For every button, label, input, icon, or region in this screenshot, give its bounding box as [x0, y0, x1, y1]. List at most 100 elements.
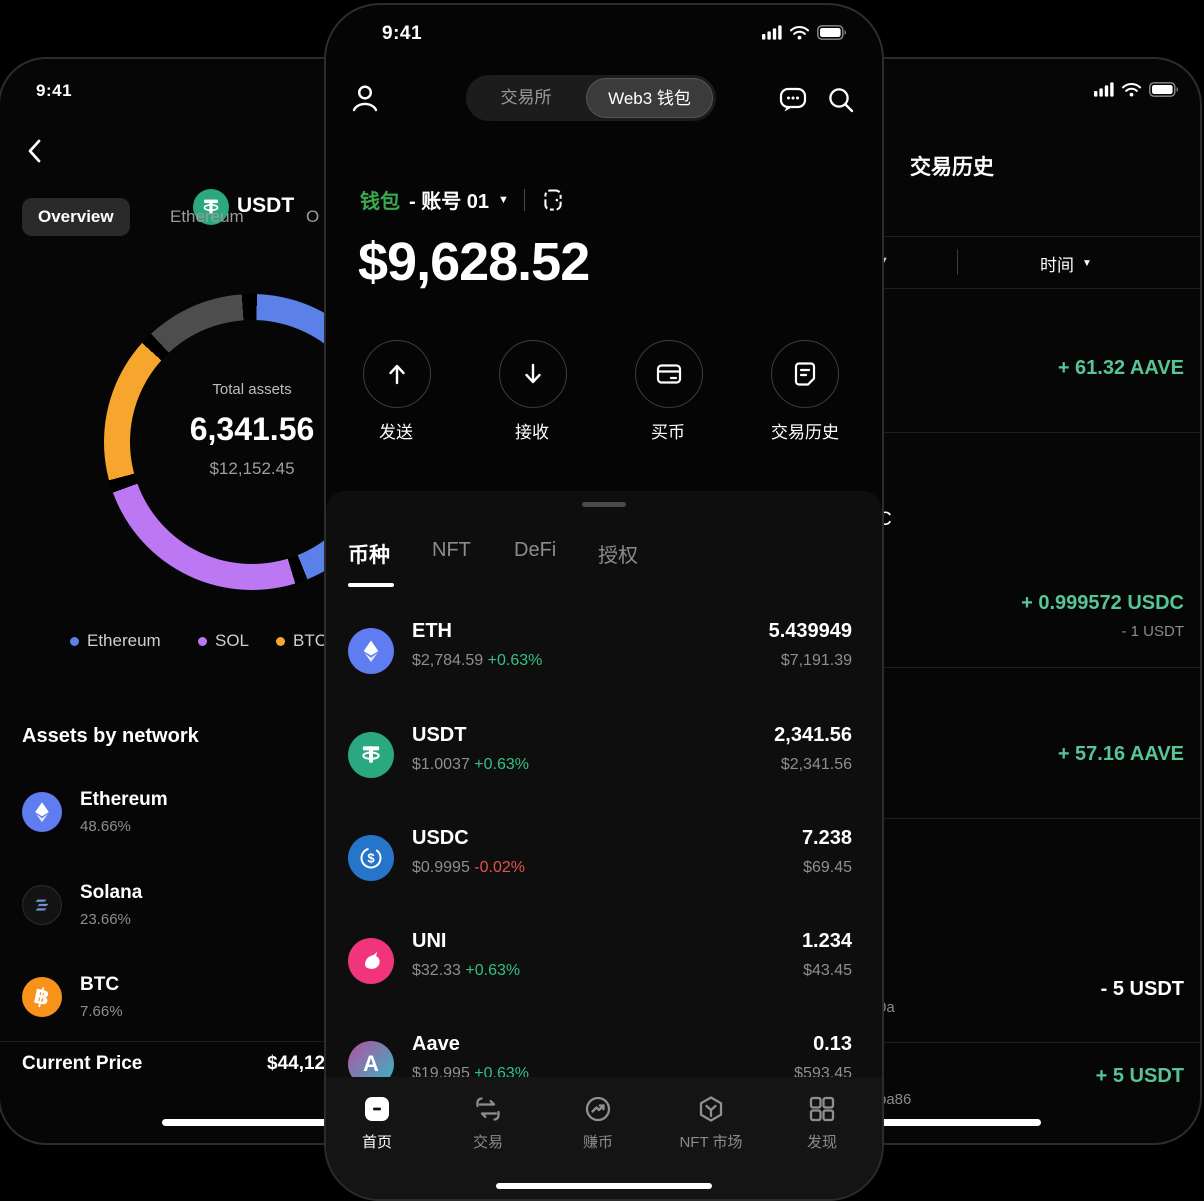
tab-truncated[interactable]: O — [306, 207, 320, 226]
sort-label: 时间 — [1040, 256, 1074, 275]
tx-address-fragment: ba86 — [878, 1091, 912, 1108]
token-change: +0.63% — [487, 652, 543, 669]
signal-icon — [762, 25, 782, 40]
network-row-solana[interactable]: Solana 23.66% — [22, 873, 562, 937]
filter-divider — [957, 249, 958, 275]
network-row-ethereum[interactable]: Ethereum 48.66% — [22, 780, 562, 844]
action-receive[interactable]: 接收 — [499, 340, 567, 443]
action-history[interactable]: 交易历史 — [771, 340, 839, 443]
network-pct: 7.66% — [80, 1003, 123, 1020]
tab-nft[interactable]: NFT — [432, 539, 471, 561]
segment-web3-wallet[interactable]: Web3 钱包 — [586, 78, 713, 118]
legend-item-sol: SOL — [198, 631, 249, 651]
token-price: $1.0037 — [412, 756, 470, 773]
nav-trade[interactable]: 交易 — [443, 1095, 533, 1152]
token-value: $43.45 — [803, 962, 852, 979]
token-row-usdc[interactable]: $ USDC $0.9995 -0.02% 7.238 $69.45 — [326, 825, 882, 893]
tab-coins[interactable]: 币种 — [348, 544, 390, 567]
person-icon — [352, 85, 378, 112]
divider — [523, 188, 525, 211]
caret-down-icon: ▼ — [498, 193, 509, 206]
back-button[interactable] — [26, 137, 44, 165]
tx-amount: - 5 USDT — [1100, 978, 1184, 1000]
battery-icon — [1149, 82, 1178, 97]
nav-nft-market[interactable]: NFT 市场 — [666, 1095, 756, 1152]
token-symbol: Aave — [412, 1033, 460, 1055]
segment-exchange[interactable]: 交易所 — [500, 88, 552, 107]
current-price-label: Current Price — [22, 1053, 143, 1074]
discover-icon — [809, 1096, 835, 1122]
wifi-icon — [1121, 83, 1142, 97]
token-symbol: USDT — [412, 724, 467, 746]
signal-icon — [1094, 82, 1114, 97]
divider — [642, 432, 1200, 433]
action-label: 交易历史 — [771, 423, 839, 442]
profile-button[interactable] — [350, 83, 380, 115]
network-name: Ethereum — [80, 789, 168, 810]
token-price: $0.9995 — [412, 859, 470, 876]
scan-icon[interactable] — [540, 187, 566, 213]
section-title: Assets by network — [22, 725, 199, 747]
nav-label: 交易 — [472, 1134, 503, 1151]
token-value: $69.45 — [803, 859, 852, 876]
token-price: $32.33 — [412, 962, 461, 979]
account-label: - 账号 01 — [409, 191, 490, 213]
tab-approvals[interactable]: 授权 — [598, 545, 638, 567]
token-value: $2,341.56 — [780, 756, 852, 773]
home-icon — [365, 1097, 389, 1121]
token-amount: 7.238 — [801, 827, 852, 849]
back-icon — [28, 139, 41, 163]
btc-icon: ฿ — [22, 977, 62, 1017]
divider — [642, 236, 1200, 237]
tab-defi[interactable]: DeFi — [514, 539, 557, 561]
tab-ethereum[interactable]: Ethereum — [170, 207, 244, 226]
send-arrow-icon — [389, 364, 405, 385]
network-row-btc[interactable]: ฿ BTC 7.66% — [22, 965, 562, 1029]
home-indicator[interactable] — [801, 1119, 1041, 1126]
nav-label: 赚币 — [582, 1134, 613, 1151]
legend-dot-btc — [276, 636, 285, 646]
nav-earn[interactable]: 赚币 — [553, 1095, 643, 1152]
legend-item-btc: BTC — [276, 631, 327, 651]
home-indicator[interactable] — [162, 1119, 402, 1126]
active-tab-underline — [348, 583, 394, 587]
search-icon — [829, 88, 854, 113]
sort-time-control[interactable]: 时间 ▼ — [1040, 251, 1092, 276]
wallet-account-selector[interactable]: 钱包 - 账号 01 ▼ — [360, 185, 566, 214]
token-row-uni[interactable]: UNI $32.33 +0.63% 1.234 $43.45 — [326, 928, 882, 996]
token-row-usdt[interactable]: USDT $1.0037 +0.63% 2,341.56 $2,341.56 — [326, 722, 882, 790]
legend-label: SOL — [215, 631, 250, 650]
history-doc-icon — [794, 362, 816, 386]
tx-sub-amount: - 1 USDT — [1121, 623, 1184, 640]
network-pct: 48.66% — [80, 818, 131, 835]
token-amount: 2,341.56 — [774, 724, 852, 746]
nav-label: NFT 市场 — [679, 1134, 743, 1151]
action-buy[interactable]: 买币 — [635, 340, 703, 443]
status-icons — [1094, 82, 1180, 97]
nav-home[interactable]: 首页 — [332, 1095, 422, 1152]
home-indicator[interactable] — [496, 1183, 712, 1189]
wallet-label: 钱包 — [360, 191, 400, 213]
action-send[interactable]: 发送 — [363, 340, 431, 443]
network-pct: 23.66% — [80, 911, 131, 928]
tx-amount: + 5 USDT — [1095, 1065, 1184, 1087]
nav-label: 首页 — [361, 1134, 392, 1151]
footer-panel: Current Price $44,12 — [0, 1041, 562, 1143]
donut-usd: $12,152.45 — [209, 459, 295, 478]
network-name: BTC — [80, 974, 120, 995]
token-value: $7,191.39 — [780, 652, 852, 669]
segmented-control[interactable]: 交易所 Web3 钱包 — [466, 75, 716, 121]
current-price-value: $44,12 — [267, 1053, 326, 1074]
network-name: Solana — [80, 882, 143, 903]
tx-amount: + 57.16 AAVE — [1057, 743, 1184, 765]
nav-discover[interactable]: 发现 — [777, 1095, 867, 1152]
drag-handle[interactable] — [582, 502, 626, 507]
chat-button[interactable] — [778, 85, 808, 115]
token-row-eth[interactable]: ETH $2,784.59 +0.63% 5.439949 $7,191.39 — [326, 618, 882, 686]
usdc-icon: $ — [348, 835, 394, 881]
search-button[interactable] — [826, 85, 856, 115]
status-time: 9:41 — [382, 23, 423, 44]
tab-overview[interactable]: Overview — [22, 198, 130, 236]
eth-icon — [22, 792, 62, 832]
token-symbol: USDC — [412, 827, 469, 849]
